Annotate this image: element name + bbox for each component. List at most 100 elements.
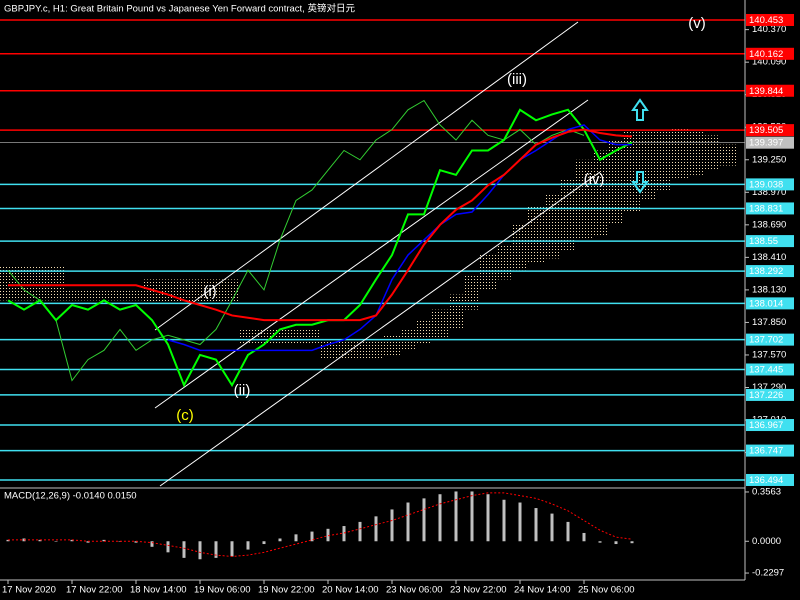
cloud-segment [544,194,560,259]
macd-bar [518,502,522,542]
cloud-segment [32,265,48,301]
y-tick-label: 138.130 [752,284,786,295]
cloud-segment [112,289,128,301]
price-line [7,108,633,388]
macd-bar [502,499,506,542]
level-label: 136.747 [749,446,783,457]
wave-label: (v) [688,15,706,32]
cloud-segment [496,244,512,280]
macd-bar [246,541,250,550]
wave-label: (i) [203,283,216,300]
cloud-segment [592,150,608,236]
cloud-segment [240,329,256,345]
macd-bar [390,509,394,542]
macd-bar [182,541,186,558]
y-tick-label: 137.850 [752,317,786,328]
cloud-segment [16,265,32,301]
level-label-box [746,444,794,457]
cloud-segment [464,274,480,310]
price-line [7,99,585,382]
macd-bar [406,502,410,542]
macd-bar [454,491,458,542]
x-tick-label: 17 Nov 22:00 [66,585,123,596]
macd-bar [166,541,170,553]
y-tick-label: 0.0000 [752,536,781,547]
cloud-segment [448,294,464,330]
macd-bar [550,513,554,542]
y-tick-label: 138.970 [752,187,786,198]
wave-label: (iv) [584,171,605,188]
x-tick-label: 19 Nov 22:00 [258,585,315,596]
level-label-box [746,136,794,149]
x-tick-label: 25 Nov 06:00 [578,585,635,596]
y-tick-label: 137.290 [752,382,786,393]
signal-line [8,492,633,557]
cloud-segment [688,129,704,175]
level-label-box [746,363,794,376]
channel-lines [154,21,601,487]
macd-bar [630,541,634,544]
macd-bar [86,541,90,543]
macd-bar [102,539,106,542]
level-label: 137.702 [749,335,783,346]
level-label: 138.55 [749,236,778,247]
cloud-segment [512,224,528,271]
level-label-box [746,297,794,310]
macd-bar [326,528,330,542]
y-tick-label: 138.410 [752,252,786,263]
level-label-box [746,13,794,26]
macd-bar [230,541,234,557]
x-tick-label: 19 Nov 06:00 [194,585,251,596]
level-label-box [746,84,794,97]
macd-bar [582,532,586,542]
macd-bar [614,541,618,545]
level-label-box [746,265,794,278]
cloud-segment [352,339,368,360]
wave-label: (c) [176,407,194,424]
level-label-box [746,235,794,248]
cloud-segment [48,265,64,301]
cloud-segment [288,329,304,345]
level-label: 139.844 [749,86,783,97]
level-label-box [746,419,794,432]
cloud-segment [256,329,272,345]
level-label: 139.038 [749,179,783,190]
level-label-box [746,333,794,346]
level-label: 139.505 [749,125,783,136]
macd-bar [6,539,10,542]
level-label-box [746,473,794,486]
cloud-segment [480,255,496,290]
level-label-box [746,388,794,401]
chart-title: GBPJPY.c, H1: Great Britain Pound vs Jap… [4,3,355,15]
level-label: 136.967 [749,420,783,431]
x-tick-label: 20 Nov 14:00 [322,585,379,596]
macd-bar [358,521,362,542]
cloud-segment [160,279,176,305]
wave-label: (iii) [507,71,527,88]
macd-bar [54,541,58,542]
macd-bar [470,491,474,542]
x-tick-label: 18 Nov 14:00 [130,585,187,596]
channel-line [154,21,579,331]
y-tick-label: 0.3563 [752,486,781,497]
channel-line [159,171,601,487]
cloud-segment [432,309,448,340]
cloud-segment [416,320,432,345]
level-label-box [746,178,794,191]
level-label: 138.014 [749,298,783,309]
cloud-segment [128,289,144,301]
level-label: 138.831 [749,203,783,214]
y-tick-label: 139.250 [752,154,786,165]
x-tick-label: 23 Nov 22:00 [450,585,507,596]
level-label-box [746,47,794,60]
level-label: 138.292 [749,266,783,277]
macd-bar [150,541,154,547]
cloud-segment [720,144,736,166]
cloud-segment [576,159,592,240]
cloud-segment [704,135,720,171]
level-label: 140.453 [749,15,783,26]
cloud-segment [64,289,80,301]
y-tick-label: 140.370 [752,24,786,35]
macd-bar [294,534,298,542]
